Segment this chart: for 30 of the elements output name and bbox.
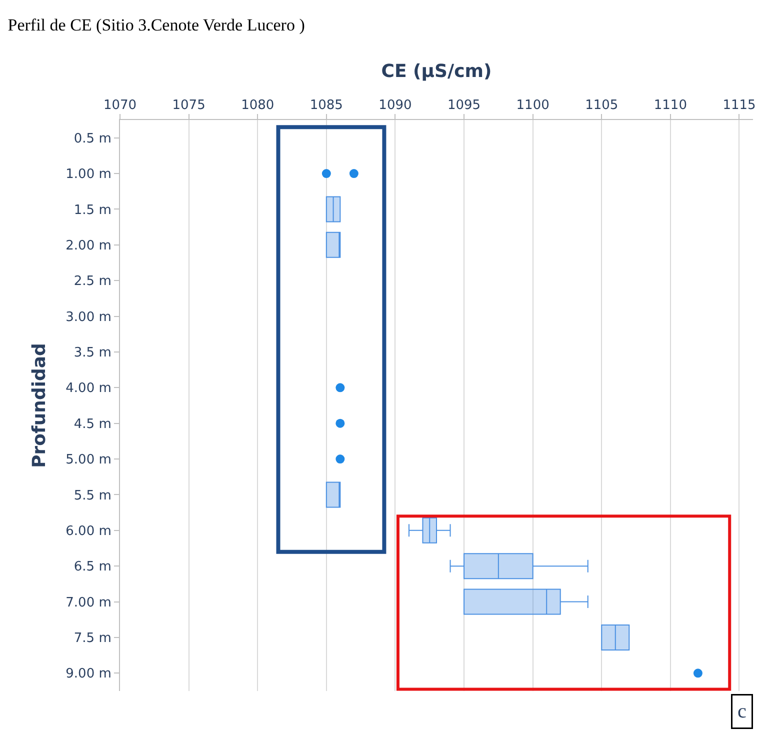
y-tick-label: 3.5 m: [74, 346, 112, 361]
x-tick-label: 1100: [516, 98, 550, 113]
y-tick-label: 9.00 m: [66, 666, 112, 682]
x-axis-title: CE (µS/cm): [381, 61, 492, 82]
x-tick-label: 1115: [722, 98, 756, 113]
y-tick-label: 7.5 m: [74, 631, 112, 646]
x-tick-label: 1080: [241, 98, 274, 113]
y-tick-label: 2.5 m: [74, 274, 112, 290]
y-tick-label: 3.00 m: [66, 310, 112, 325]
x-tick-label: 1110: [654, 98, 687, 113]
x-tick-label: 1070: [103, 98, 137, 113]
y-tick-label: 1.00 m: [66, 167, 112, 182]
x-tick-label: 1095: [447, 98, 481, 113]
y-tick-label: 5.00 m: [66, 452, 112, 468]
x-tick-label: 1090: [378, 98, 412, 113]
text: c: [738, 700, 746, 722]
chart-title: Perfil de CE (Sitio 3.Cenote Verde Lucero ): [8, 15, 305, 34]
y-tick-label: 7.00 m: [66, 595, 112, 610]
y-tick-label: 4.5 m: [74, 416, 112, 432]
x-tick-label: 1085: [310, 98, 343, 113]
y-axis-title: Profundidad: [28, 343, 50, 468]
y-tick-label: 0.5 m: [74, 131, 112, 146]
y-tick-label: 6.00 m: [66, 524, 112, 539]
x-tick-label: 1105: [585, 98, 618, 113]
y-tick-label: 1.5 m: [74, 202, 112, 218]
y-tick-label: 2.00 m: [66, 238, 112, 254]
y-tick-label: 5.5 m: [74, 488, 112, 504]
y-tick-label: 4.00 m: [66, 381, 112, 396]
x-tick-label: 1075: [172, 98, 206, 113]
y-tick-label: 6.5 m: [74, 560, 112, 575]
